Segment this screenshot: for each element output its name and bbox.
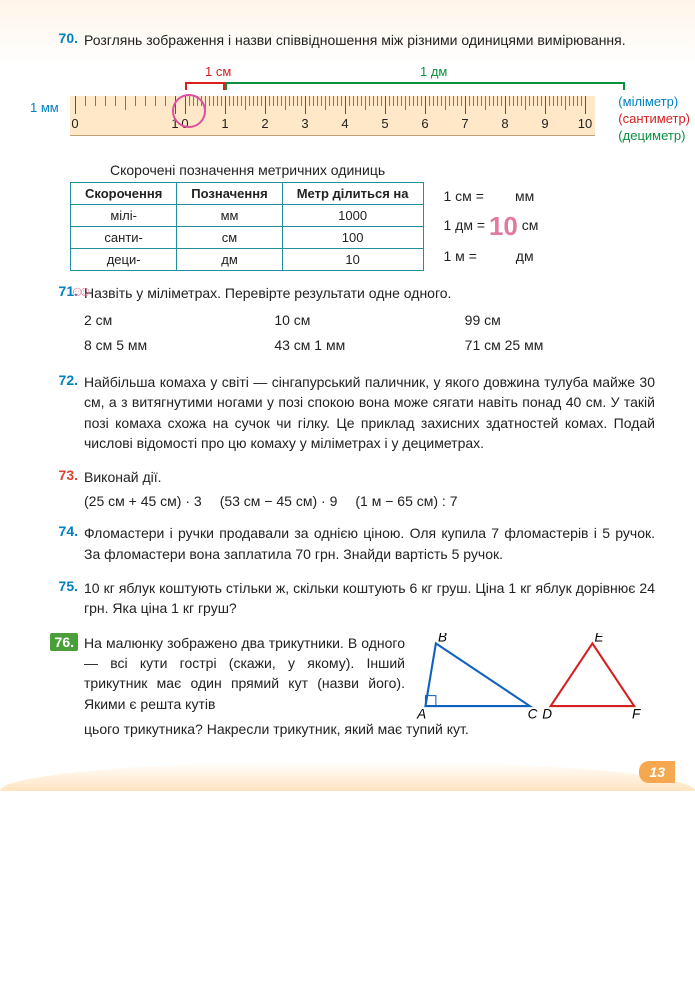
- task-text: Назвіть у міліметрах. Перевірте результа…: [84, 283, 655, 303]
- task-73: 73. Виконай дії. (25 см + 45 см) · 3 (53…: [50, 467, 655, 509]
- value-item: 10 см: [274, 308, 464, 333]
- value-item: 71 см 25 мм: [465, 333, 655, 358]
- vertex-c: C: [528, 706, 538, 721]
- task-text: Розглянь зображення і назви співвідношен…: [84, 30, 655, 50]
- value-item: 43 см 1 мм: [274, 333, 464, 358]
- value-item: 99 см: [465, 308, 655, 333]
- ruler-diagram: 1 см 1 дм 1 мм 01012345678910 (міліметр)…: [50, 64, 655, 154]
- unit-equations: 1 см = мм 1 дм = 10 см 1 м = дм: [444, 186, 539, 267]
- table-row: санти-см100: [71, 227, 424, 249]
- task-number: 76.: [50, 633, 78, 651]
- pair-work-icon: [70, 283, 90, 299]
- cm-label: 1 см: [205, 64, 231, 79]
- triangles-figure: B A C E D F: [415, 633, 655, 722]
- task-74: 74. Фломастери і ручки продавали за одні…: [50, 523, 655, 564]
- task-number: 75.: [50, 578, 78, 594]
- task-75: 75. 10 кг яблук коштують стільки ж, скіл…: [50, 578, 655, 619]
- task-text-part2: цього трикутника? Накресли трикутник, як…: [84, 721, 655, 737]
- value-item: 8 см 5 мм: [84, 333, 274, 358]
- triangle-abc: [425, 643, 529, 706]
- task-text: Найбільша комаха у світі — сінгапурський…: [84, 372, 655, 453]
- table-header: Позначення: [177, 183, 282, 205]
- expr-2: (53 см − 45 см) · 9: [220, 493, 338, 509]
- dm-bracket: [225, 82, 625, 90]
- task-number: 73.: [50, 467, 78, 483]
- vertex-d: D: [542, 706, 552, 721]
- task-number: 72.: [50, 372, 78, 388]
- legend-dm: (дециметр): [618, 128, 690, 145]
- task-76: 76. На малюнку зображено два трикутники.…: [50, 633, 655, 738]
- task-text: Виконай дії.: [84, 467, 655, 487]
- task-number: 70.: [50, 30, 78, 46]
- vertex-b: B: [438, 633, 447, 644]
- legend-cm: (сантиметр): [618, 111, 690, 128]
- expressions: (25 см + 45 см) · 3 (53 см − 45 см) · 9 …: [84, 493, 655, 509]
- table-title: Скорочені позначення метричних одиниць: [110, 162, 655, 178]
- unit-legend: (міліметр) (сантиметр) (дециметр): [618, 94, 690, 145]
- value-item: 2 см: [84, 308, 274, 333]
- task-72: 72. Найбільша комаха у світі — сінгапурс…: [50, 372, 655, 453]
- expr-3: (1 м − 65 см) : 7: [355, 493, 457, 509]
- cm-bracket: [185, 82, 225, 90]
- vertex-a: A: [416, 706, 426, 721]
- task-number: 74.: [50, 523, 78, 539]
- big-ten: 10: [489, 211, 518, 241]
- vertex-e: E: [594, 633, 604, 644]
- table-header: Метр ділиться на: [282, 183, 423, 205]
- mm-label: 1 мм: [30, 100, 59, 115]
- table-header: Скорочення: [71, 183, 177, 205]
- expr-1: (25 см + 45 см) · 3: [84, 493, 202, 509]
- legend-mm: (міліметр): [618, 94, 690, 111]
- vertex-f: F: [632, 706, 641, 721]
- task-text-part1: На малюнку зображено два трикутники. В о…: [84, 635, 405, 712]
- value-columns: 2 см8 см 5 мм10 см43 см 1 мм99 см71 см 2…: [84, 308, 655, 358]
- metric-table: СкороченняПозначенняМетр ділиться на міл…: [70, 182, 424, 271]
- dm-label: 1 дм: [420, 64, 447, 79]
- task-71: 71. Назвіть у міліметрах. Перевірте резу…: [50, 283, 655, 358]
- task-text: 10 кг яблук коштують стільки ж, скільки …: [84, 578, 655, 619]
- triangle-def: [551, 643, 634, 706]
- table-row: мілі-мм1000: [71, 205, 424, 227]
- table-row: деци-дм10: [71, 249, 424, 271]
- page-number: 13: [639, 761, 675, 783]
- task-70: 70. Розглянь зображення і назви співвідн…: [50, 30, 655, 50]
- ruler-body: 01012345678910: [70, 96, 595, 136]
- task-text: Фломастери і ручки продавали за однією ц…: [84, 523, 655, 564]
